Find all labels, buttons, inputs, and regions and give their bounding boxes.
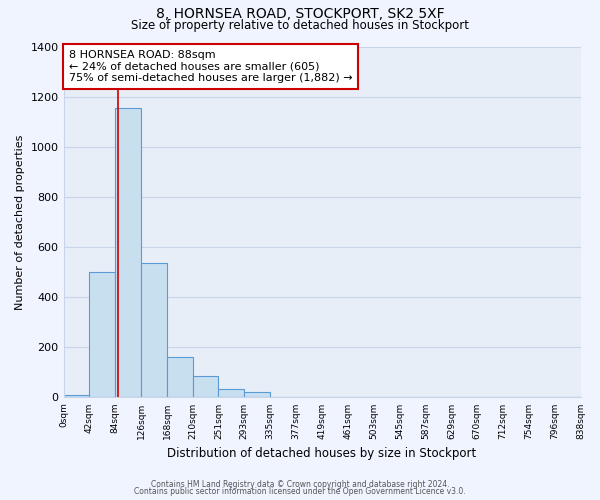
Text: 8 HORNSEA ROAD: 88sqm
← 24% of detached houses are smaller (605)
75% of semi-det: 8 HORNSEA ROAD: 88sqm ← 24% of detached … — [69, 50, 352, 83]
Bar — [218, 388, 244, 398]
Text: Contains HM Land Registry data © Crown copyright and database right 2024.: Contains HM Land Registry data © Crown c… — [151, 480, 449, 489]
Bar — [244, 392, 270, 398]
X-axis label: Distribution of detached houses by size in Stockport: Distribution of detached houses by size … — [167, 447, 476, 460]
Text: Contains public sector information licensed under the Open Government Licence v3: Contains public sector information licen… — [134, 487, 466, 496]
Bar — [64, 395, 89, 398]
Text: Size of property relative to detached houses in Stockport: Size of property relative to detached ho… — [131, 18, 469, 32]
Bar — [167, 358, 193, 398]
Bar — [89, 272, 115, 398]
Y-axis label: Number of detached properties: Number of detached properties — [15, 134, 25, 310]
Bar — [141, 264, 167, 398]
Bar — [115, 108, 141, 398]
Bar — [193, 376, 218, 398]
Text: 8, HORNSEA ROAD, STOCKPORT, SK2 5XF: 8, HORNSEA ROAD, STOCKPORT, SK2 5XF — [155, 8, 445, 22]
